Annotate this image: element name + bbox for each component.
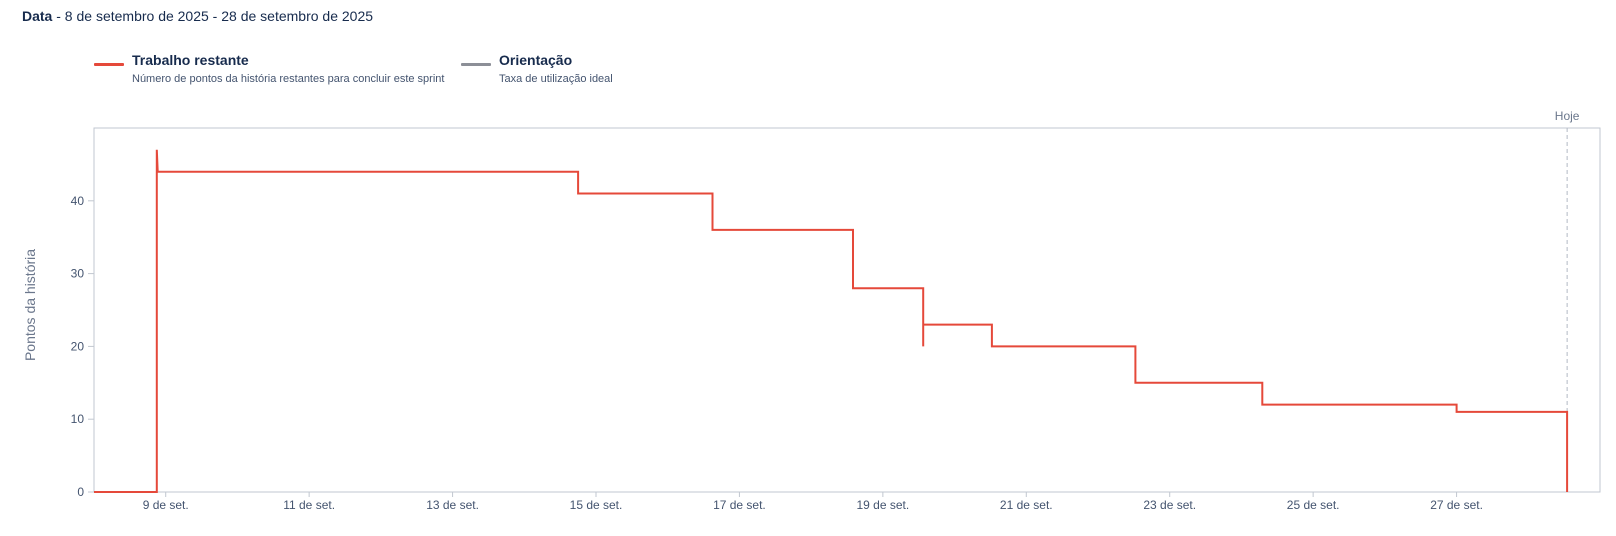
legend-swatch-guideline <box>461 63 491 66</box>
series-layer <box>94 149 1569 493</box>
x-tick-label: 25 de set. <box>1287 498 1340 512</box>
y-tick-label: 30 <box>71 267 85 281</box>
x-tick-label: 15 de set. <box>570 498 623 512</box>
x-tick-label: 21 de set. <box>1000 498 1053 512</box>
x-tick-label: 11 de set. <box>283 498 335 512</box>
x-axis: 9 de set. 11 de set. 13 de set. 15 de set. 1… <box>143 492 1483 512</box>
legend-swatch-remaining-work <box>94 63 124 66</box>
legend-description: Taxa de utilização ideal <box>499 73 613 85</box>
y-tick-label: 0 <box>77 485 84 499</box>
x-tick-label: 13 de set. <box>426 498 479 512</box>
today-label: Hoje <box>1555 109 1580 123</box>
legend-item-remaining-work[interactable]: Trabalho restante Número de pontos da hi… <box>94 52 454 92</box>
x-tick-label: 19 de set. <box>856 498 909 512</box>
y-tick-label: 40 <box>71 194 85 208</box>
series-line-remaining-work <box>94 149 1569 493</box>
y-axis-label: Pontos da história <box>22 249 38 361</box>
y-axis: 0 10 20 30 40 <box>71 194 94 499</box>
x-tick-label: 23 de set. <box>1143 498 1196 512</box>
legend-title: Orientação <box>499 52 573 68</box>
plot-frame <box>93 127 1601 493</box>
legend-description: Número de pontos da história restantes p… <box>132 73 445 85</box>
date-filter-range: - 8 de setembro de 2025 - 28 de setembro… <box>56 8 374 24</box>
y-tick-label: 10 <box>71 412 85 426</box>
x-tick-label: 27 de set. <box>1430 498 1483 512</box>
date-filter-label: Data <box>22 8 53 24</box>
burndown-chart: Pontos da história 0 10 20 30 40 9 de set. 11… <box>22 109 1601 512</box>
x-tick-label: 9 de set. <box>143 498 189 512</box>
y-tick-label: 20 <box>71 339 85 353</box>
legend-title: Trabalho restante <box>132 52 249 68</box>
legend-item-guideline[interactable]: Orientação Taxa de utilização ideal <box>461 52 661 92</box>
date-filter[interactable]: Data - 8 de setembro de 2025 - 28 de set… <box>22 8 373 24</box>
x-tick-label: 17 de set. <box>713 498 766 512</box>
